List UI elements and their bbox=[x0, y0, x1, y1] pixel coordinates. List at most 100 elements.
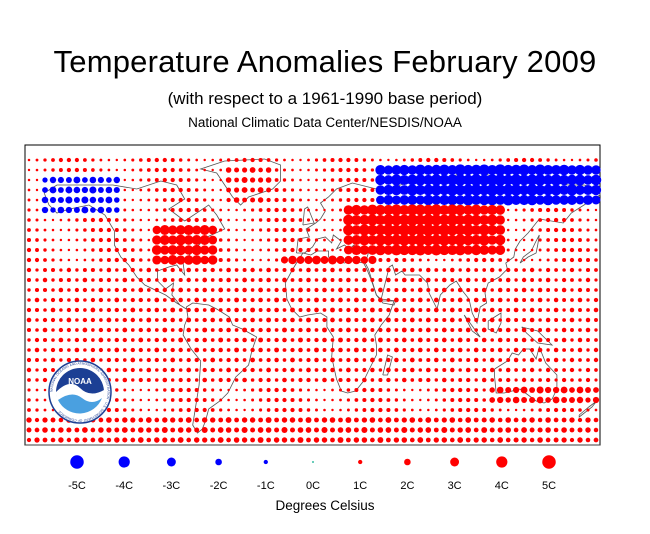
anomaly-dot bbox=[486, 174, 498, 186]
anomaly-dot bbox=[338, 368, 343, 372]
anomaly-dot bbox=[242, 277, 247, 283]
anomaly-dot bbox=[544, 386, 552, 394]
anomaly-dot bbox=[82, 337, 87, 343]
anomaly-dot bbox=[473, 437, 479, 443]
anomaly-dot bbox=[553, 437, 559, 443]
anomaly-dot bbox=[426, 298, 431, 302]
anomaly-dot bbox=[339, 218, 342, 222]
anomaly-dot bbox=[434, 328, 439, 332]
anomaly-dot bbox=[218, 287, 224, 293]
anomaly-dot bbox=[561, 437, 567, 443]
anomaly-dot bbox=[378, 388, 383, 392]
anomaly-dot bbox=[494, 184, 506, 196]
anomaly-dot bbox=[346, 367, 351, 373]
anomaly-dot bbox=[346, 177, 351, 183]
anomaly-dot bbox=[466, 348, 470, 352]
anomaly-dot bbox=[227, 228, 231, 232]
anomaly-dot bbox=[178, 187, 183, 193]
anomaly-dot bbox=[34, 417, 40, 423]
anomaly-dot bbox=[474, 288, 479, 292]
anomaly-dot bbox=[138, 337, 144, 343]
anomaly-dot bbox=[50, 437, 56, 443]
anomaly-dot bbox=[386, 407, 391, 413]
anomaly-dot bbox=[199, 235, 210, 245]
anomaly-dot bbox=[50, 297, 56, 303]
anomaly-dot bbox=[266, 398, 271, 402]
anomaly-dot bbox=[497, 427, 503, 433]
anomaly-dot bbox=[35, 248, 39, 252]
anomaly-dot bbox=[506, 228, 510, 232]
anomaly-dot bbox=[490, 338, 494, 342]
anomaly-dot bbox=[241, 437, 248, 443]
anomaly-dot bbox=[454, 234, 466, 246]
anomaly-dot bbox=[139, 408, 143, 412]
anomaly-dot bbox=[139, 188, 143, 192]
anomaly-dot bbox=[131, 168, 135, 172]
anomaly-dot bbox=[290, 288, 295, 292]
anomaly-dot bbox=[390, 174, 402, 186]
anomaly-dot bbox=[290, 397, 295, 403]
anomaly-dot bbox=[370, 387, 375, 393]
anomaly-dot bbox=[514, 328, 518, 332]
anomaly-dot bbox=[146, 157, 151, 163]
anomaly-dot bbox=[34, 307, 40, 313]
anomaly-dot bbox=[378, 337, 383, 343]
anomaly-dot bbox=[298, 388, 303, 392]
anomaly-dot bbox=[562, 348, 567, 352]
anomaly-dot bbox=[249, 177, 256, 183]
anomaly-dot bbox=[466, 298, 470, 302]
anomaly-dot bbox=[562, 217, 567, 223]
anomaly-dot bbox=[82, 437, 88, 443]
anomaly-dot bbox=[162, 198, 167, 202]
anomaly-dot bbox=[338, 358, 343, 362]
anomaly-dot bbox=[402, 367, 407, 373]
anomaly-dot bbox=[183, 224, 194, 236]
anomaly-dot bbox=[234, 427, 240, 433]
anomaly-dot bbox=[506, 248, 510, 252]
anomaly-dot bbox=[282, 198, 287, 202]
anomaly-dot bbox=[423, 165, 434, 175]
anomaly-dot bbox=[538, 218, 543, 222]
anomaly-dot bbox=[394, 318, 399, 322]
anomaly-dot bbox=[450, 328, 455, 332]
anomaly-dot bbox=[450, 387, 455, 393]
anomaly-dot bbox=[409, 307, 415, 313]
anomaly-dot bbox=[186, 207, 191, 213]
anomaly-dot bbox=[463, 245, 473, 255]
anomaly-dot bbox=[391, 165, 402, 175]
anomaly-dot bbox=[321, 437, 328, 443]
anomaly-dot bbox=[450, 378, 455, 382]
anomaly-dot bbox=[282, 317, 287, 323]
anomaly-dot bbox=[447, 234, 458, 246]
anomaly-dot bbox=[410, 288, 415, 292]
anomaly-dot bbox=[217, 427, 224, 433]
anomaly-dot bbox=[339, 238, 342, 242]
anomaly-dot bbox=[438, 234, 451, 246]
anomaly-dot bbox=[43, 398, 47, 402]
anomaly-dot bbox=[170, 307, 176, 313]
anomaly-dot bbox=[383, 175, 394, 185]
anomaly-dot bbox=[434, 388, 438, 392]
anomaly-dot bbox=[35, 188, 39, 192]
anomaly-dot bbox=[406, 184, 418, 196]
anomaly-dot bbox=[481, 417, 487, 423]
anomaly-dot bbox=[298, 337, 303, 343]
anomaly-dot bbox=[193, 437, 200, 443]
anomaly-dot bbox=[330, 328, 335, 332]
anomaly-dot bbox=[123, 198, 127, 202]
anomaly-dot bbox=[114, 398, 119, 402]
anomaly-dot bbox=[139, 218, 143, 222]
anomaly-dot bbox=[186, 338, 191, 342]
anomaly-dot bbox=[234, 158, 239, 162]
anomaly-dot bbox=[66, 427, 72, 433]
anomaly-dot bbox=[314, 248, 319, 252]
anomaly-dot bbox=[417, 337, 423, 343]
anomaly-dot bbox=[91, 338, 95, 342]
anomaly-dot bbox=[474, 278, 478, 282]
anomaly-dot bbox=[385, 437, 391, 443]
anomaly-dot bbox=[409, 427, 415, 433]
anomaly-dot bbox=[234, 278, 239, 282]
anomaly-dot bbox=[113, 176, 121, 184]
anomaly-dot bbox=[585, 427, 591, 433]
anomaly-dot bbox=[202, 308, 207, 312]
